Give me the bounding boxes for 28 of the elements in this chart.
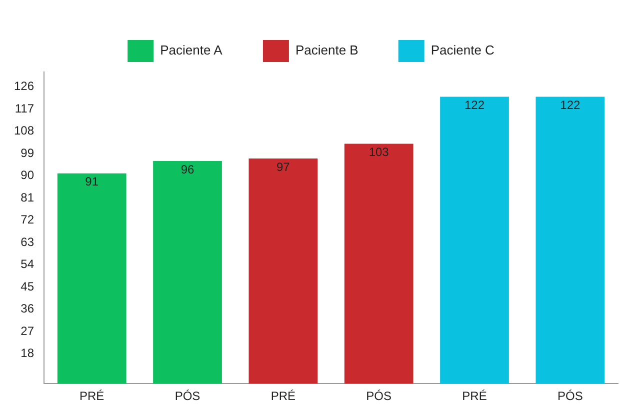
- data-label: 91: [85, 174, 99, 189]
- y-tick-label: 72: [20, 212, 34, 227]
- data-label: 97: [276, 160, 290, 174]
- x-tick-label: PÓS: [366, 389, 392, 404]
- data-label: 122: [560, 98, 580, 112]
- x-tick-label: PÓS: [557, 389, 583, 404]
- x-tick-label: PRÉ: [270, 389, 296, 404]
- legend-label: Paciente A: [160, 42, 223, 58]
- y-tick-label: 45: [20, 279, 34, 294]
- y-tick-label: 108: [14, 124, 34, 138]
- y-tick-label: 36: [20, 302, 34, 316]
- data-label: 96: [180, 162, 195, 176]
- y-tick-label: 27: [20, 324, 34, 338]
- y-tick-label: 54: [20, 257, 34, 272]
- y-tick-label: 126: [14, 79, 34, 94]
- y-tick-label: 90: [20, 168, 34, 182]
- y-tick-label: 117: [14, 101, 34, 116]
- data-label: 122: [464, 98, 485, 112]
- y-tick-label: 63: [20, 234, 34, 249]
- y-tick-label: 18: [20, 346, 34, 360]
- data-label: 103: [368, 145, 390, 160]
- y-tick-label: 99: [20, 146, 34, 160]
- x-tick-label: PRÉ: [80, 389, 104, 404]
- x-tick-label: PÓS: [174, 389, 200, 404]
- x-tick-label: PRÉ: [462, 389, 487, 404]
- legend-label: Paciente B: [295, 42, 358, 58]
- y-tick-label: 81: [20, 190, 34, 204]
- legend-label: Paciente C: [430, 42, 494, 58]
